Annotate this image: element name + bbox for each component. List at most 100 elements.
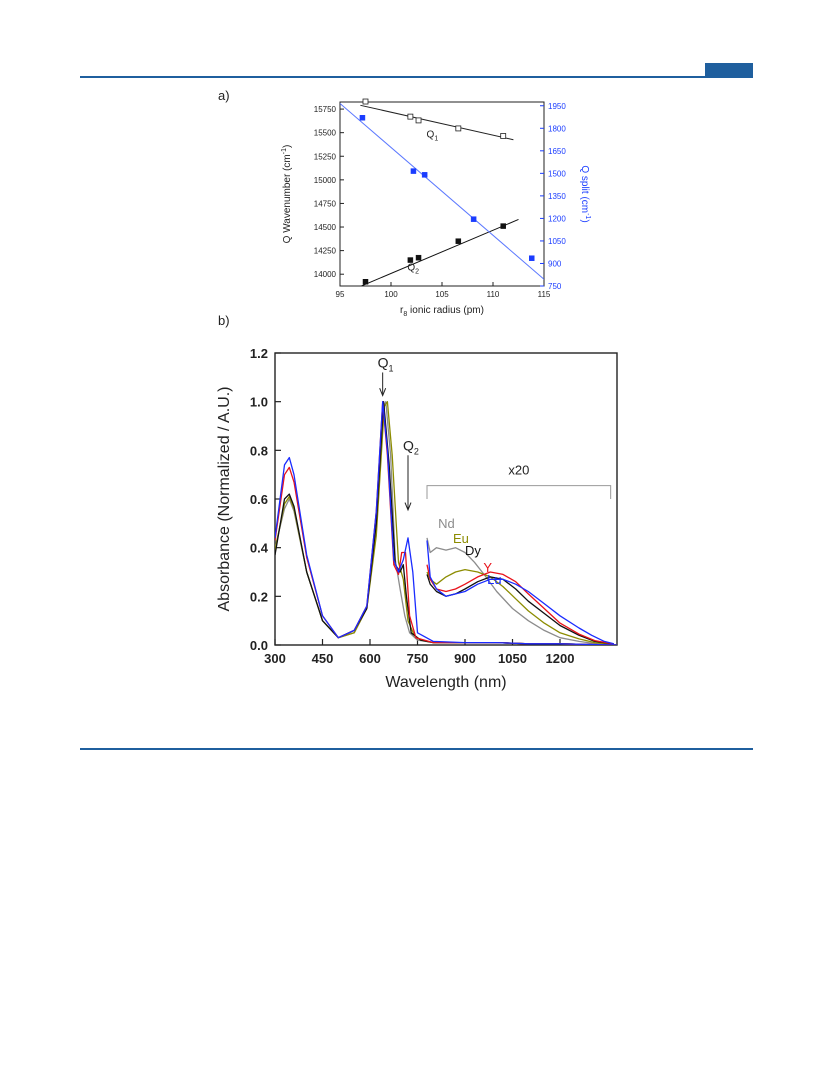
x20-bracket	[426, 485, 612, 499]
y-right-tick-label: 1650	[548, 147, 566, 156]
y-left-axis-label-sup: -1	[281, 148, 288, 154]
series-label-nd: Nd	[438, 516, 455, 531]
data-point-series-0	[362, 98, 369, 105]
y-tick-label: 1.0	[250, 395, 268, 410]
y-left-tick-label: 14500	[314, 223, 337, 232]
x-axis-label-sub: 8	[403, 311, 407, 318]
data-point-series-1	[500, 223, 506, 229]
data-point-series-2	[470, 216, 477, 222]
spectrum-x20-line-eu	[426, 568, 614, 645]
y-left-tick-label: 15500	[314, 129, 337, 138]
data-point-series-2	[421, 172, 428, 178]
x-tick-label: 450	[312, 651, 334, 666]
y-right-tick-label: 900	[548, 259, 562, 268]
x-tick-label: 1200	[546, 651, 575, 666]
y-right-tick-label: 1350	[548, 192, 566, 201]
x-tick-label: 900	[454, 651, 476, 666]
fit-line-0	[360, 104, 514, 141]
plot-frame	[274, 352, 618, 646]
y-tick-label: 0.4	[250, 541, 269, 556]
y-left-tick-label: 15750	[314, 105, 337, 114]
y-tick-label: 0.0	[250, 638, 268, 653]
spectrum-x20-line-lu	[426, 540, 614, 645]
series-label-q2-sub: 2	[415, 268, 419, 275]
chart-absorbance: 300 450 600 750 900 1050 1200 0.0 0.2 0.4 0.6 0.8 1.…	[216, 346, 618, 691]
y-tick-label: 0.8	[250, 443, 268, 458]
y-axis-label: Absorbance (Normalized / A.U.)	[216, 387, 233, 612]
y-right-axis-label-sup: -1	[584, 213, 591, 219]
panel-b-label: b)	[218, 313, 230, 328]
x-tick-label: 95	[336, 290, 345, 299]
spectrum-line-lu	[275, 401, 617, 645]
y-right-axis-label-main: Q split (cm	[579, 165, 590, 213]
fit-line-2	[340, 103, 544, 280]
data-point-series-2	[529, 255, 535, 261]
series-label-q1-sub: 1	[434, 135, 438, 142]
y-right-axis-label-close: )	[579, 219, 590, 222]
y-left-tick-label: 14250	[314, 247, 337, 256]
y-right-tick-label: 1050	[548, 237, 566, 246]
y-left-axis-label-close: )	[282, 145, 293, 148]
fit-line-1	[360, 219, 519, 286]
y-left-axis-label-main: Q Wavenumber (cm	[282, 154, 293, 243]
data-point-series-0	[415, 117, 422, 124]
y-tick-label: 0.2	[250, 589, 268, 604]
series-label-eu: Eu	[453, 531, 469, 546]
x-tick-label: 750	[407, 651, 429, 666]
y-left-tick-label: 14750	[314, 199, 337, 208]
spectrum-x20-line-nd	[426, 537, 614, 645]
annotation-q2-main: Q	[403, 437, 414, 453]
y-right-tick-label: 1950	[548, 102, 566, 111]
y-left-tick-label: 15000	[314, 176, 337, 185]
y-left-tick-label: 14000	[314, 270, 337, 279]
y-right-tick-label: 750	[548, 282, 562, 291]
series-label-y: Y	[483, 560, 492, 575]
y-right-tick-label: 1500	[548, 169, 566, 178]
x-axis-label-rest: ionic radius (pm)	[407, 305, 484, 316]
data-point-series-2	[359, 115, 366, 121]
spectrum-x20-line-y	[426, 564, 614, 645]
y-left-tick-label: 15250	[314, 152, 337, 161]
data-point-series-2	[410, 168, 417, 174]
spectrum-x20-line-dy	[426, 574, 614, 645]
data-point-series-0	[407, 113, 414, 120]
panel-a-label: a)	[218, 88, 230, 103]
data-point-series-1	[415, 254, 422, 261]
footer-rule	[80, 748, 753, 750]
x20-label: x20	[508, 463, 529, 478]
data-point-series-0	[455, 125, 462, 132]
x-tick-label: 600	[359, 651, 381, 666]
series-label-lu: Lu	[487, 572, 501, 587]
series-label-q1: Q1	[427, 129, 439, 142]
data-point-series-1	[407, 257, 414, 263]
x-axis-label-main: r	[400, 305, 404, 316]
header-rule	[80, 76, 753, 78]
annotation-q1: Q1	[378, 355, 394, 374]
x-tick-label: 110	[487, 290, 500, 299]
x-tick-label: 115	[538, 290, 551, 299]
data-point-series-0	[500, 133, 507, 139]
series-label-q2-main: Q	[407, 262, 415, 273]
x-axis-label: r8 ionic radius (pm)	[400, 305, 484, 318]
y-left-axis-label: Q Wavenumber (cm-1)	[281, 145, 293, 244]
y-tick-label: 0.6	[250, 492, 268, 507]
x-tick-label: 1050	[498, 651, 527, 666]
y-right-tick-label: 1200	[548, 214, 566, 223]
y-right-tick-label: 1800	[548, 124, 566, 133]
header-accent-tab	[705, 63, 753, 78]
annotation-q2: Q2	[403, 437, 419, 456]
annotation-q1-main: Q	[378, 355, 389, 371]
annotation-q1-sub: 1	[389, 364, 394, 374]
y-right-axis-label: Q split (cm-1)	[579, 165, 591, 222]
chart-q-wavenumber: 95 100 105 110 115 14000 14250 14500 14750 15000 1…	[281, 98, 591, 318]
annotation-q2-sub: 2	[414, 446, 419, 456]
annotation-q2-arrowhead	[404, 502, 412, 512]
x-tick-label: 100	[384, 290, 398, 299]
annotation-q1-arrowhead	[379, 387, 387, 397]
y-tick-label: 1.2	[250, 346, 268, 361]
data-point-series-1	[362, 279, 369, 285]
series-label-q2: Q2	[407, 262, 419, 275]
series-label-dy: Dy	[465, 543, 481, 558]
series-label-q1-main: Q	[427, 129, 435, 140]
x-tick-label: 300	[264, 651, 286, 666]
